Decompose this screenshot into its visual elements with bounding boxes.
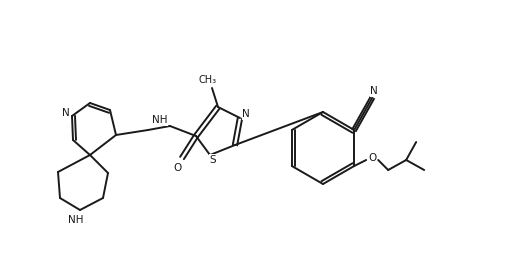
Text: NH: NH	[68, 215, 84, 225]
Text: N: N	[242, 109, 250, 119]
Text: N: N	[370, 86, 378, 96]
Text: O: O	[368, 153, 377, 163]
Text: S: S	[210, 155, 216, 165]
Text: O: O	[174, 163, 182, 173]
Text: CH₃: CH₃	[199, 75, 217, 85]
Text: N: N	[62, 108, 70, 118]
Text: NH: NH	[152, 115, 168, 125]
